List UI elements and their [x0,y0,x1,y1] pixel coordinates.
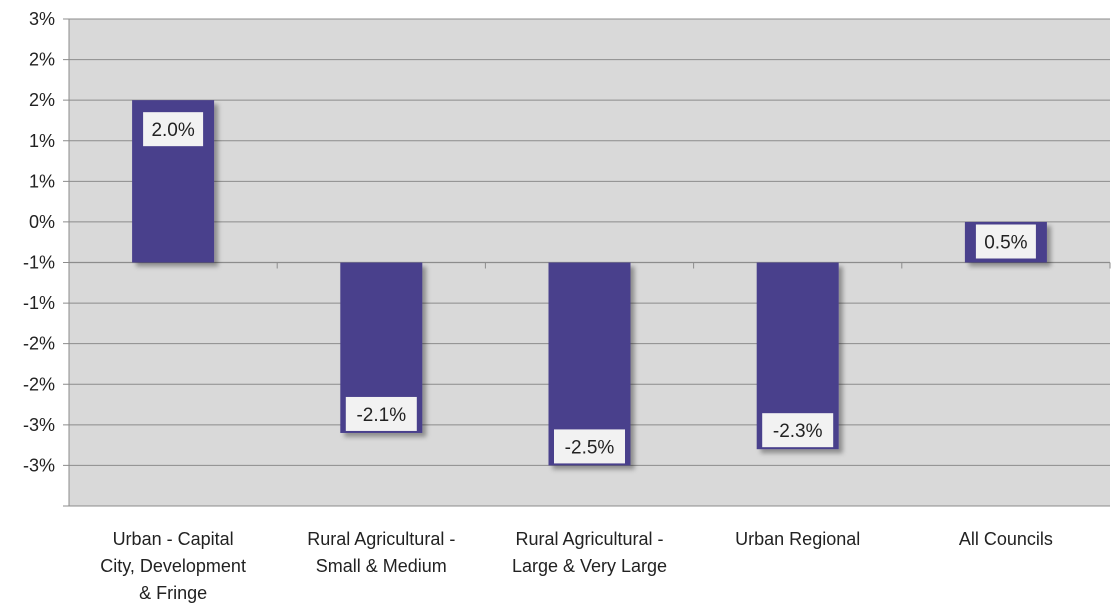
data-label-box [554,429,625,464]
category-label-line: Large & Very Large [512,556,667,576]
category-label: All Councils [959,529,1053,549]
data-label: -2.1% [356,405,406,426]
category-label-line: Rural Agricultural - [515,529,663,549]
y-tick-label: -1% [23,293,55,313]
y-tick-label: 2% [29,50,55,70]
data-label-box [143,112,204,147]
category-label: Urban Regional [735,529,860,549]
category-label-line: Urban Regional [735,529,860,549]
y-tick-label: -1% [23,253,55,273]
category-label-line: Urban - Capital [113,529,234,549]
y-tick-label: 2% [29,90,55,110]
data-label: -2.3% [773,421,823,442]
y-tick-label: -2% [23,374,55,394]
data-label-box [762,413,834,448]
category-label-line: Rural Agricultural - [307,529,455,549]
y-tick-label: -2% [23,334,55,354]
data-label: -2.5% [565,437,615,458]
y-tick-label: 1% [29,171,55,191]
y-tick-label: 3% [29,9,55,29]
category-label-line: Small & Medium [316,556,447,576]
y-tick-label: -3% [23,455,55,475]
category-label-line: & Fringe [139,583,207,603]
category-label: Rural Agricultural - Large & Very Large [512,529,667,576]
category-label: Rural Agricultural - Small & Medium [307,529,455,576]
data-label: 0.5% [984,233,1027,254]
data-label: 2.0% [151,120,194,141]
data-label-box [345,396,417,431]
data-label-box [975,224,1036,259]
category-label-line: City, Development [100,556,246,576]
y-tick-label: 0% [29,212,55,232]
category-label-line: All Councils [959,529,1053,549]
y-tick-label: 1% [29,131,55,151]
y-tick-label: -3% [23,415,55,435]
category-label: Urban - Capital City, Development & Fringe [100,529,246,603]
